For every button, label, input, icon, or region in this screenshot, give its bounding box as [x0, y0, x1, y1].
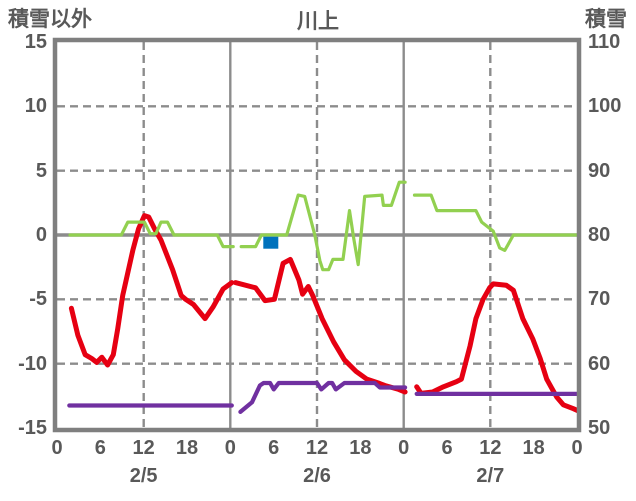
green-line	[239, 180, 407, 272]
hour-tick-label: 0	[398, 437, 410, 459]
right-axis-title: 積雪	[585, 8, 627, 31]
right-tick-label: 80	[588, 224, 611, 246]
hour-tick-label: 18	[175, 437, 199, 459]
hour-tick-label: 12	[305, 437, 329, 459]
right-tick-label: 110	[588, 31, 621, 53]
left-tick-label: 10	[24, 95, 47, 118]
hour-tick-label: 0	[51, 437, 63, 459]
right-tick-label: 100	[588, 95, 622, 118]
hour-tick-label: 12	[479, 437, 502, 459]
red-line	[232, 256, 408, 395]
hour-tick-label: 12	[132, 437, 155, 459]
right-tick-label: 90	[588, 159, 611, 182]
left-tick-label: 0	[35, 224, 47, 246]
green-line	[68, 220, 235, 249]
hour-tick-label: 0	[224, 437, 236, 459]
right-tick-label: 50	[588, 417, 611, 439]
hour-tick-label: 18	[349, 437, 372, 459]
purple-line	[238, 380, 408, 414]
left-tick-label: 5	[35, 159, 47, 182]
plot-frame	[52, 37, 582, 433]
left-tick-label: 15	[24, 31, 47, 53]
red-line	[68, 213, 235, 368]
date-label: 2/7	[476, 465, 505, 487]
right-tick-label: 60	[588, 352, 611, 375]
date-label: 2/6	[303, 465, 331, 487]
left-tick-label: -10	[18, 352, 47, 375]
blue-square-marker	[263, 236, 279, 249]
chart-title: 川上	[297, 10, 339, 33]
hour-tick-label: 6	[268, 437, 280, 459]
left-axis-title: 積雪以外	[8, 8, 92, 31]
hour-tick-label: 6	[94, 437, 106, 459]
hour-tick-label: 6	[441, 437, 453, 459]
date-label: 2/5	[129, 465, 158, 487]
left-tick-label: -5	[29, 288, 47, 311]
green-line	[412, 193, 580, 252]
right-tick-label: 70	[588, 288, 611, 311]
left-tick-label: -15	[18, 417, 47, 439]
hour-tick-label: 18	[522, 437, 545, 459]
hour-tick-label: 0	[571, 437, 583, 459]
